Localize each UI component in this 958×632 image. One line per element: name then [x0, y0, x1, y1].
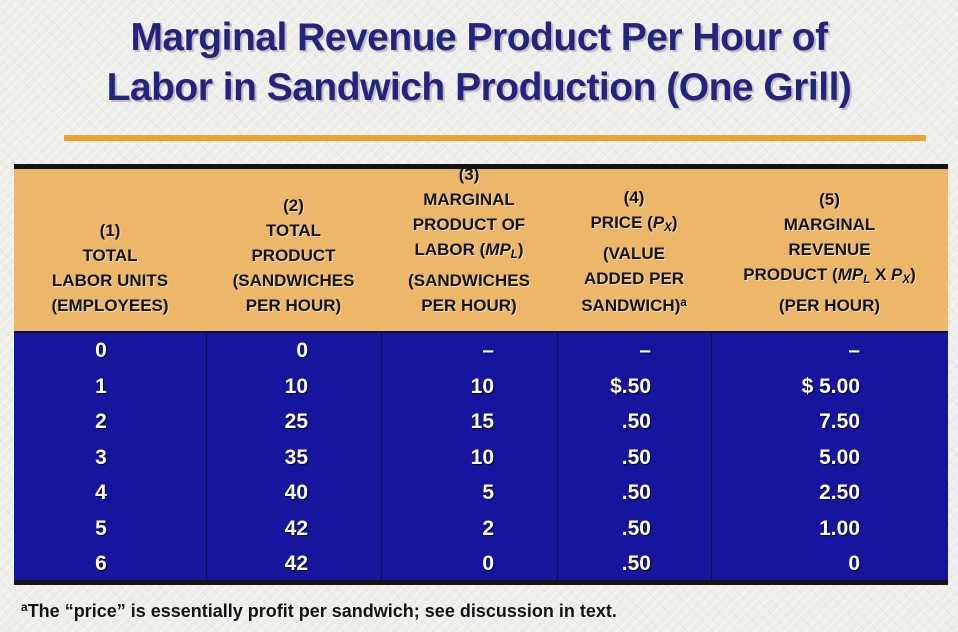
- table-cell: 0: [95, 339, 107, 362]
- table-cell: $ 5.00: [711, 368, 948, 404]
- table-cell: 6: [95, 552, 107, 575]
- table-cell: 4: [95, 481, 107, 504]
- mrp-table: (1) TOTAL LABOR UNITS (EMPLOYEES) (2) TOTAL PR…: [14, 164, 948, 585]
- table-cell: –: [711, 333, 948, 369]
- table-cell: 5: [95, 516, 107, 540]
- table-cell: .50: [557, 439, 711, 475]
- footnote: aThe “price” is essentially profit per s…: [21, 600, 617, 622]
- table-cell: 10: [206, 368, 381, 404]
- title-line-2: Labor in Sandwich Production (One Grill): [106, 66, 852, 109]
- column-header-marginal-revenue-product: (5) MARGINAL REVENUE PRODUCT (MPL X PX) (PER…: [743, 190, 916, 315]
- footnote-marker: a: [21, 600, 28, 614]
- table-row: 5 42 2.50 1.00: [14, 510, 948, 546]
- table-cell: 5.00: [711, 439, 948, 475]
- table-cell: .50: [557, 546, 711, 582]
- column-header-price-value-added: (4) PRICE (PX) (VALUE ADDED PER SANDWICH)a: [581, 187, 687, 315]
- table-row: 6 42 0.50 0: [14, 546, 948, 582]
- table-cell: 5: [381, 475, 557, 511]
- table-cell: 0: [711, 546, 948, 582]
- slide-title: Marginal Revenue Product Per Hour of Lab…: [0, 13, 958, 113]
- table-row: 1 10 10 $.50 $ 5.00: [14, 368, 948, 404]
- table-cell: 2.50: [711, 475, 948, 511]
- table-cell: 10: [381, 439, 557, 475]
- table-row: 4 40 5.50 2.50: [14, 475, 948, 511]
- table-cell: 42: [206, 546, 381, 582]
- table-cell: 42: [206, 510, 381, 546]
- title-line-1: Marginal Revenue Product Per Hour of: [130, 16, 828, 59]
- footnote-text: The “price” is essentially profit per sa…: [27, 601, 617, 621]
- table-cell: .50: [557, 475, 711, 511]
- table-cell: 1.00: [711, 510, 948, 546]
- table-cell: –: [557, 333, 711, 369]
- table-header-row: (1) TOTAL LABOR UNITS (EMPLOYEES) (2) TOTAL PR…: [14, 165, 948, 331]
- table-cell: 0: [206, 333, 381, 369]
- table-cell: 2: [95, 410, 107, 433]
- table-cell: 7.50: [711, 404, 948, 440]
- table-cell: –: [381, 333, 557, 369]
- column-header-total-labor-units: (1) TOTAL LABOR UNITS (EMPLOYEES): [51, 221, 169, 315]
- table-cell: 15: [381, 404, 557, 440]
- table-cell: 40: [206, 475, 381, 511]
- table-body: 0 0– – –1 10 10 $.50 $ 5.00 2 25 15.50 7.50 3 35 10.50…: [14, 331, 948, 582]
- column-header-marginal-product-of-labor: (3) MARGINAL PRODUCT OF LABOR (MPL) (SANDWIC…: [408, 165, 530, 315]
- table-row: 3 35 10.50 5.00: [14, 439, 948, 475]
- table-cell: 25: [206, 404, 381, 440]
- table-cell: $.50: [557, 368, 711, 404]
- table-row: 2 25 15.50 7.50: [14, 404, 948, 440]
- table-cell: .50: [557, 510, 711, 546]
- title-underline: [64, 135, 926, 141]
- table-cell: 1: [95, 374, 107, 398]
- table-cell: 10: [381, 368, 557, 404]
- table-cell: 2: [381, 510, 557, 546]
- table-cell: .50: [557, 404, 711, 440]
- table-cell: 0: [381, 546, 557, 582]
- column-header-total-product: (2) TOTAL PRODUCT (SANDWICHES PER HOUR): [232, 196, 355, 315]
- table-cell: 3: [95, 445, 107, 469]
- table-row: 0 0– – –: [14, 333, 948, 369]
- table-cell: 35: [206, 439, 381, 475]
